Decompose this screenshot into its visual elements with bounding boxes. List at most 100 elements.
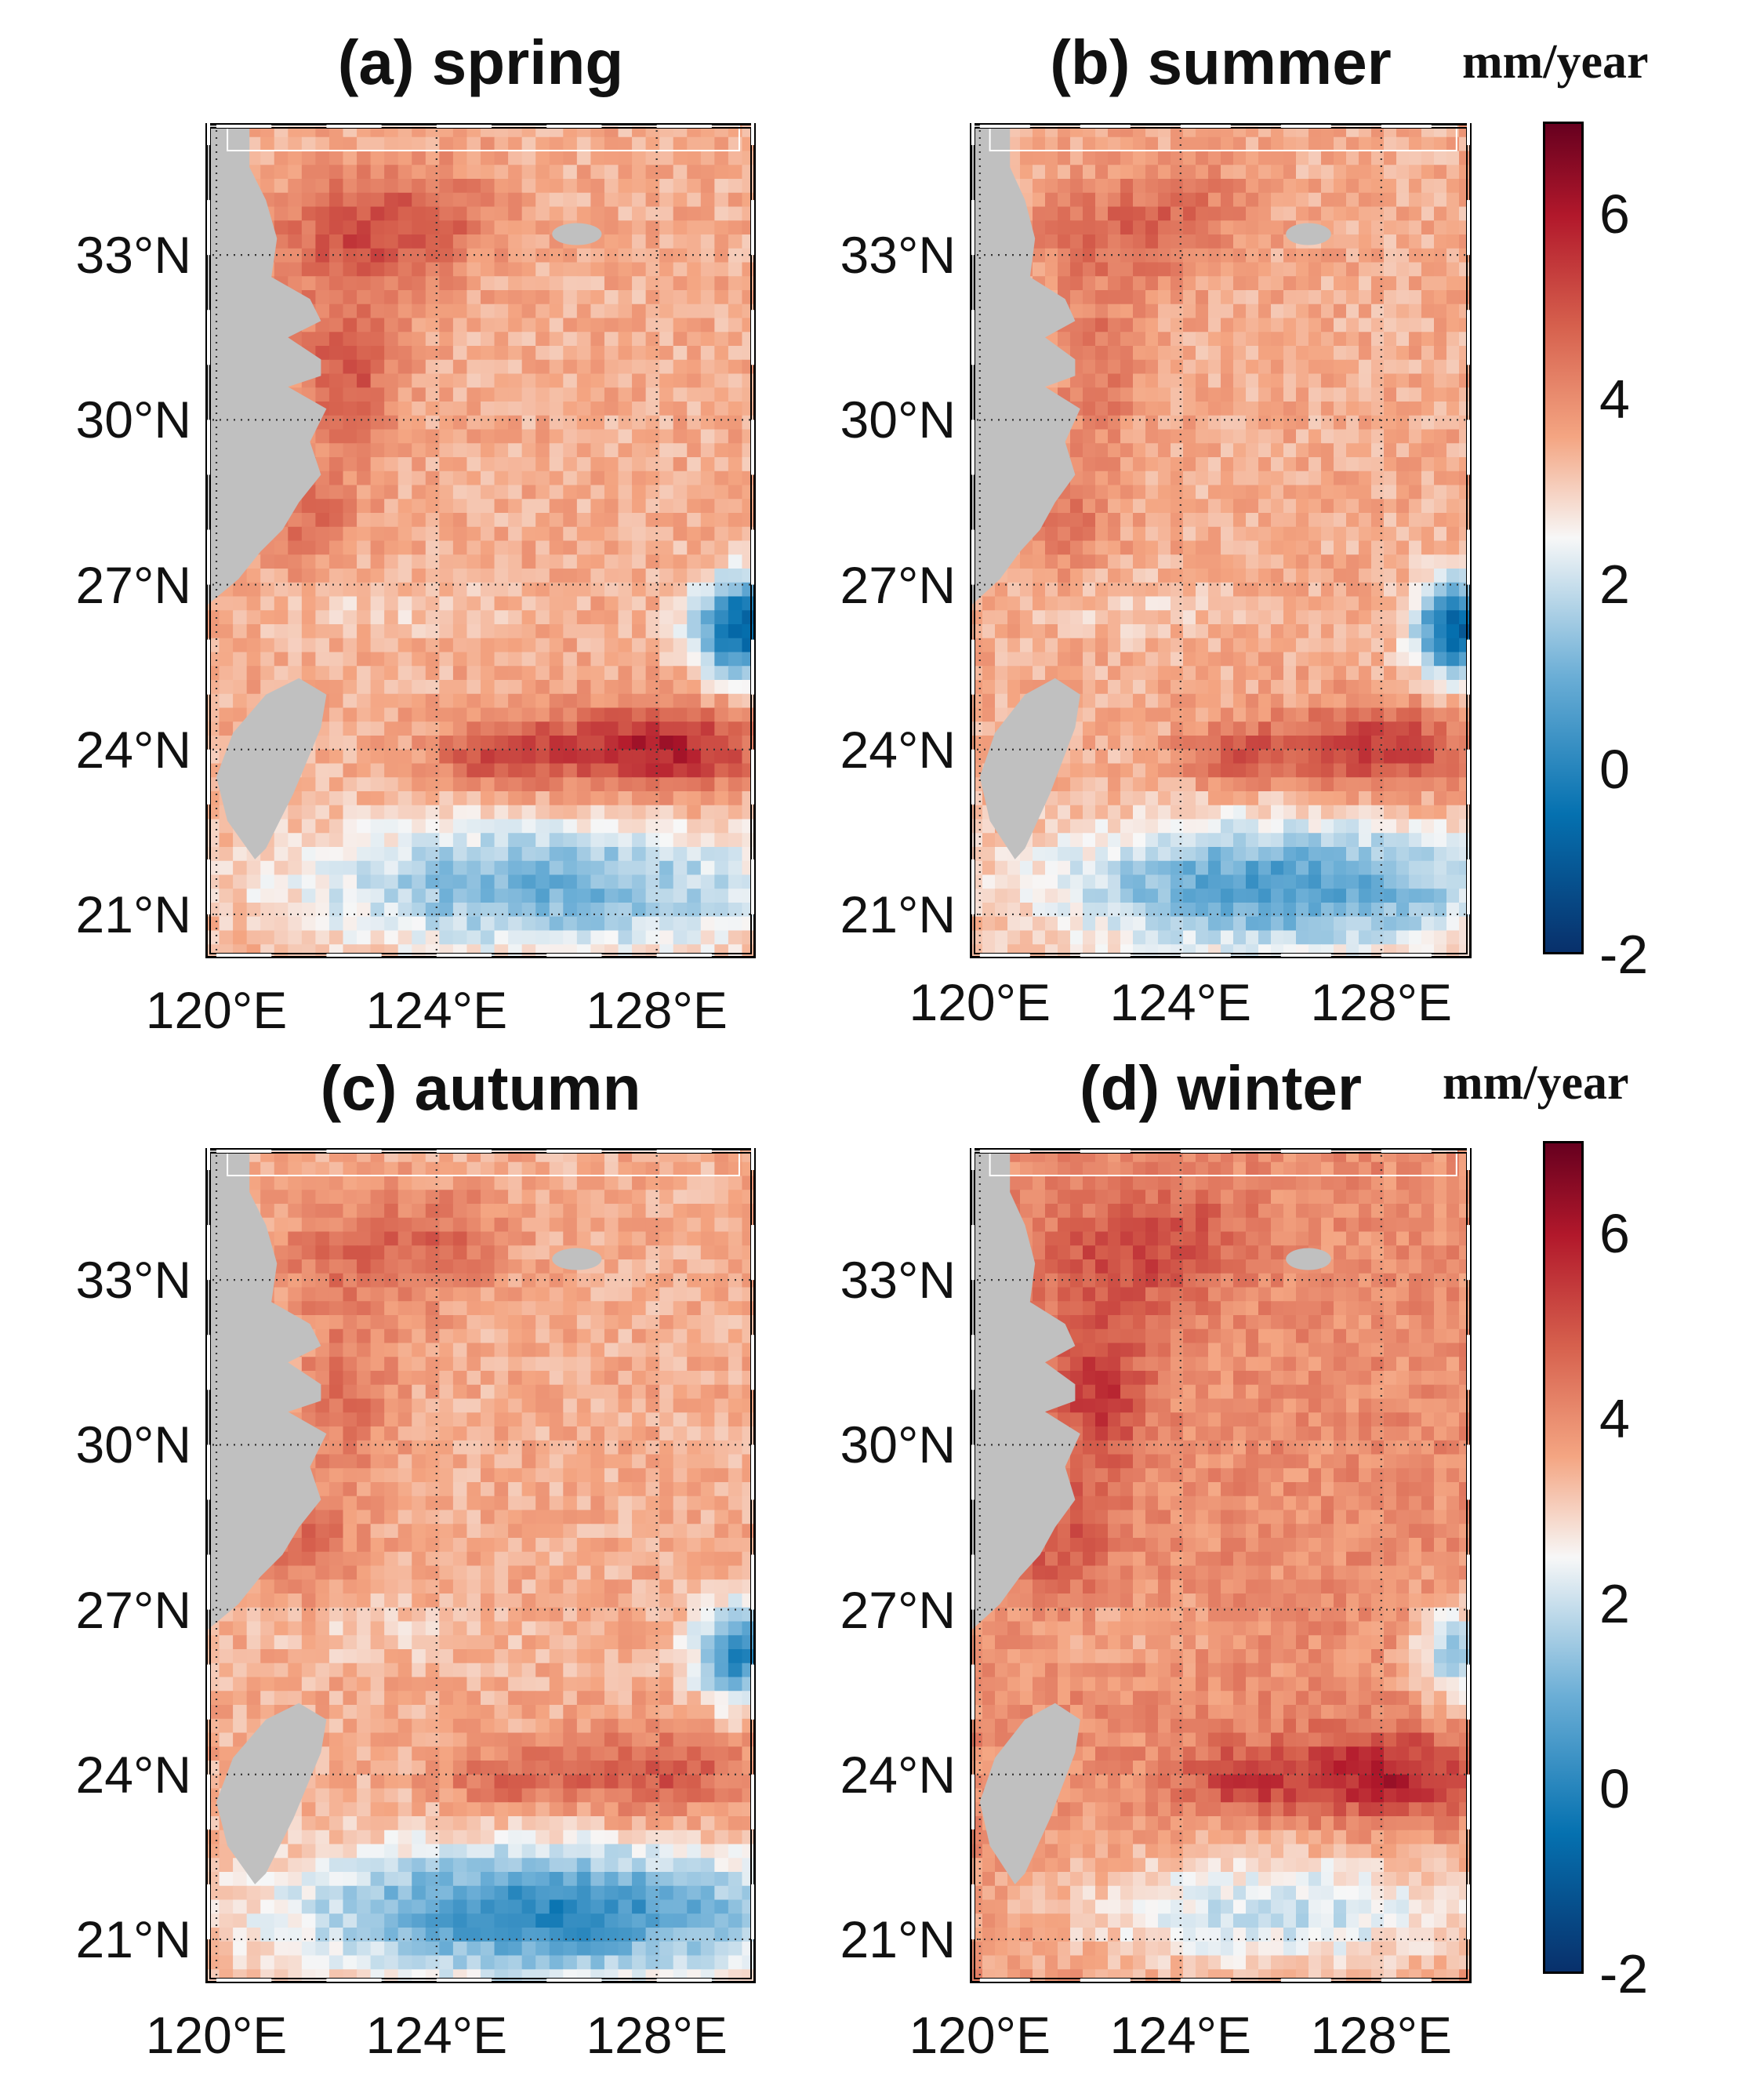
heatmap-cell	[1409, 290, 1422, 305]
heatmap-cell	[742, 1176, 756, 1191]
heatmap-cell	[700, 610, 716, 625]
heatmap-cell	[590, 749, 605, 765]
heatmap-cell	[1459, 402, 1472, 416]
heatmap-cell	[728, 206, 743, 222]
heatmap-cell	[1007, 151, 1021, 166]
heatmap-cell	[1158, 346, 1171, 361]
heatmap-cell	[1346, 582, 1359, 598]
heatmap-cell	[1359, 652, 1372, 667]
heatmap-cell	[1058, 513, 1071, 528]
heatmap-cell	[1346, 638, 1359, 653]
heatmap-cell	[1258, 346, 1272, 361]
heatmap-cell	[714, 874, 729, 890]
heatmap-cell	[1058, 582, 1071, 598]
heatmap-cell	[1384, 192, 1397, 208]
heatmap-cell	[1120, 903, 1134, 918]
heatmap-cell	[508, 290, 523, 305]
heatmap-cell	[576, 847, 592, 862]
heatmap-cell	[549, 471, 564, 486]
heatmap-cell	[1283, 303, 1297, 319]
heatmap-cell	[1346, 318, 1359, 333]
heatmap-cell	[494, 916, 509, 932]
heatmap-cell	[466, 192, 481, 208]
heatmap-cell	[728, 707, 743, 723]
heatmap-cell	[1108, 874, 1121, 890]
heatmap-cell	[370, 332, 385, 347]
heatmap-cell	[645, 721, 660, 736]
heatmap-cell	[618, 248, 633, 263]
heatmap-cell	[687, 930, 702, 946]
heatmap-cell	[632, 276, 647, 291]
heatmap-cell	[1183, 874, 1196, 890]
heatmap-cell	[1283, 513, 1297, 528]
heatmap-cell	[673, 290, 688, 305]
heatmap-cell	[714, 930, 729, 946]
heatmap-cell	[1334, 652, 1347, 667]
heatmap-cell	[1346, 721, 1359, 736]
heatmap-cell	[412, 805, 426, 820]
heatmap-cell	[687, 763, 702, 779]
heatmap-cell	[384, 513, 399, 528]
heatmap-cell	[1020, 151, 1033, 166]
heatmap-cell	[1033, 903, 1046, 918]
heatmap-cell	[357, 693, 372, 709]
heatmap-cell	[982, 860, 996, 876]
heatmap-cell	[1183, 387, 1196, 402]
heatmap-cell	[1434, 652, 1447, 667]
heatmap-cell	[1258, 192, 1272, 208]
heatmap-cell	[1446, 136, 1460, 152]
heatmap-cell	[1321, 332, 1334, 347]
heatmap-cell	[494, 387, 509, 402]
heatmap-cell	[301, 1176, 317, 1191]
heatmap-cell	[1083, 359, 1096, 375]
heatmap-cell	[219, 596, 234, 612]
heatmap-cell	[590, 526, 605, 542]
heatmap-cell	[700, 1161, 716, 1177]
heatmap-cell	[549, 332, 564, 347]
heatmap-cell	[452, 847, 468, 862]
heatmap-cell	[1384, 680, 1397, 695]
heatmap-cell	[742, 165, 756, 180]
heatmap-cell	[1158, 610, 1171, 625]
heatmap-cell	[549, 290, 564, 305]
heatmap-cell	[412, 234, 426, 249]
heatmap-cell	[1296, 749, 1309, 765]
heatmap-cell	[1283, 373, 1297, 389]
heatmap-cell	[466, 874, 481, 890]
heatmap-cell	[1171, 165, 1184, 180]
heatmap-cell	[632, 707, 647, 723]
heatmap-cell	[494, 833, 509, 848]
heatmap-cell	[1271, 262, 1284, 278]
heatmap-cell	[357, 652, 372, 667]
heatmap-cell	[1283, 624, 1297, 639]
heatmap-cell	[659, 303, 674, 319]
heatmap-cell	[1346, 136, 1359, 152]
heatmap-cell	[1045, 847, 1058, 862]
heatmap-cell	[1221, 805, 1234, 820]
heatmap-cell	[1271, 805, 1284, 820]
heatmap-cell	[1434, 303, 1447, 319]
heatmap-cell	[549, 303, 564, 319]
heatmap-cell	[714, 303, 729, 319]
heatmap-cell	[1271, 903, 1284, 918]
heatmap-cell	[1171, 151, 1184, 166]
heatmap-cell	[1246, 903, 1259, 918]
heatmap-cell	[632, 457, 647, 472]
heatmap-cell	[1359, 791, 1372, 806]
heatmap-cell	[687, 179, 702, 194]
heatmap-cell	[1246, 485, 1259, 500]
heatmap-cell	[1258, 666, 1272, 681]
heatmap-cell	[1083, 346, 1096, 361]
heatmap-cell	[645, 680, 660, 695]
heatmap-cell	[1208, 220, 1221, 235]
heatmap-cell	[1396, 179, 1410, 194]
heatmap-cell	[233, 889, 248, 903]
heatmap-cell	[1133, 833, 1146, 848]
heatmap-cell	[481, 833, 495, 848]
heatmap-cell	[1033, 136, 1046, 152]
heatmap-cell	[1359, 332, 1372, 347]
heatmap-cell	[714, 151, 729, 166]
heatmap-cell	[1371, 707, 1385, 723]
heatmap-cell	[397, 847, 413, 862]
heatmap-cell	[439, 429, 454, 445]
